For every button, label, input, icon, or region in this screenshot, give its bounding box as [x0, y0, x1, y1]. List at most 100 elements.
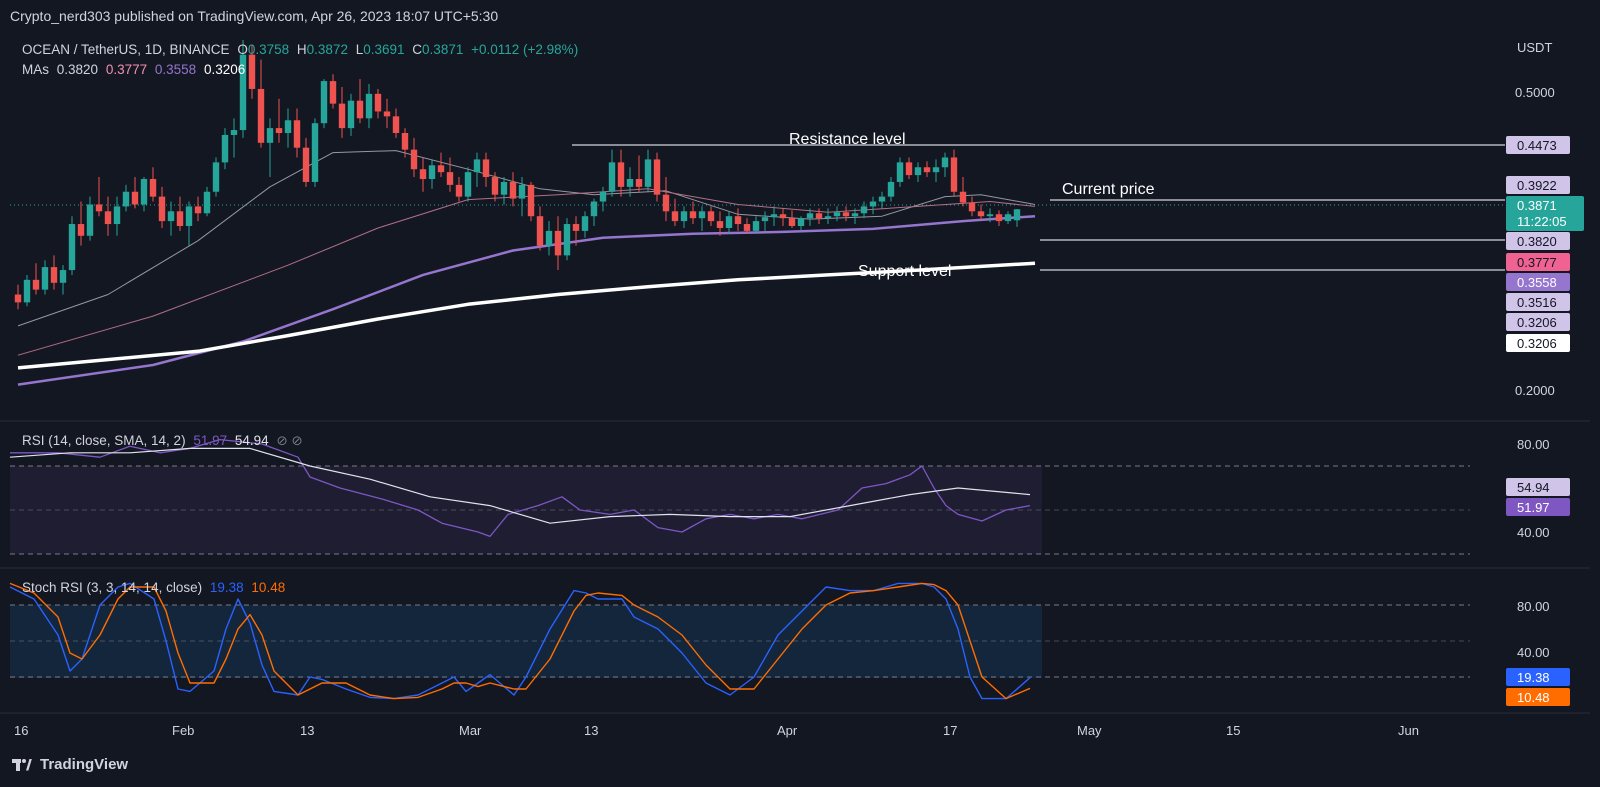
candle [788, 210, 796, 228]
svg-text:0.3922: 0.3922 [1517, 178, 1557, 193]
candle [266, 118, 274, 178]
candle [239, 40, 247, 138]
ma-label[interactable]: MAs [22, 62, 49, 77]
candle [284, 108, 292, 148]
candle [95, 177, 103, 217]
candle [437, 152, 445, 178]
close-value: 0.3871 [422, 42, 464, 57]
candle [50, 255, 58, 290]
c-label: C [412, 42, 423, 57]
svg-text:0.3206: 0.3206 [1517, 315, 1557, 330]
stoch-d-value: 10.48 [251, 580, 286, 595]
time-tick: 16 [14, 723, 28, 738]
candle [320, 79, 328, 129]
candle [230, 118, 238, 158]
candle [572, 216, 580, 246]
candle [770, 206, 778, 226]
candle [779, 208, 787, 226]
candle [977, 204, 985, 221]
ma-value-1: 0.3820 [56, 62, 99, 77]
candle [563, 218, 571, 261]
support-annotation: Support level [858, 263, 951, 280]
high-value: 0.3872 [306, 42, 348, 57]
stoch-lines [9, 582, 1031, 700]
candle [59, 265, 67, 295]
price-tick-0-5: 0.5000 [1515, 85, 1555, 100]
tradingview-logo[interactable]: TradingView [12, 756, 128, 773]
ma-value-2: 0.3777 [105, 62, 148, 77]
candle [914, 162, 922, 182]
candle [248, 44, 256, 99]
candle [338, 86, 346, 138]
candle [122, 184, 130, 212]
candle [158, 186, 166, 228]
low-value: 0.3691 [363, 42, 405, 57]
candle [545, 221, 553, 256]
candle [194, 196, 202, 222]
candle [860, 201, 868, 219]
resistance-annotation: Resistance level [789, 131, 906, 148]
candle [941, 152, 949, 178]
candle [203, 186, 211, 217]
candle [833, 206, 841, 222]
time-tick: Jun [1398, 723, 1419, 738]
candle [1013, 209, 1021, 227]
candle [752, 216, 760, 234]
rsi-lines [9, 438, 1031, 538]
candle [374, 88, 382, 119]
stoch-tick-80: 80.00 [1517, 599, 1550, 614]
candle [482, 152, 490, 187]
candle [347, 93, 355, 136]
candle [446, 157, 454, 192]
symbol-legend: OCEAN / TetherUS, 1D, BINANCE O0.3758 H0… [22, 42, 582, 57]
current-price-annotation: Current price [1062, 181, 1155, 198]
candle [1004, 211, 1012, 225]
candle [257, 59, 265, 148]
time-tick: 17 [943, 723, 957, 738]
candle [77, 201, 85, 246]
candle [302, 137, 310, 187]
ma-value-3: 0.3558 [154, 62, 197, 77]
price-tag-4473: 0.4473 [1506, 136, 1570, 154]
ma-line-3 [17, 214, 1036, 386]
candle [392, 108, 400, 138]
candles [14, 40, 1021, 310]
svg-text:54.94: 54.94 [1517, 480, 1550, 495]
tradingview-brand: TradingView [40, 756, 129, 773]
candle [851, 208, 859, 225]
candle [815, 208, 823, 225]
time-tick: 15 [1226, 723, 1240, 738]
candle [149, 167, 157, 202]
candle [725, 211, 733, 234]
candle [896, 157, 904, 187]
candle [68, 216, 76, 275]
candle [473, 152, 481, 187]
hidden-plot-icons[interactable]: ⊘ ⊘ [276, 433, 303, 448]
candle [905, 157, 913, 180]
candle [293, 108, 301, 158]
rsi-title[interactable]: RSI (14, close, SMA, 14, 2) [22, 433, 186, 448]
ma-legend: MAs 0.3820 0.3777 0.3558 0.3206 [22, 62, 249, 77]
candle [887, 177, 895, 202]
candle [410, 137, 418, 178]
candle [167, 201, 175, 236]
candle [869, 196, 877, 215]
svg-text:0.3871: 0.3871 [1517, 198, 1557, 213]
candle [419, 157, 427, 192]
svg-text:0.3516: 0.3516 [1517, 295, 1557, 310]
symbol-name[interactable]: OCEAN / TetherUS, 1D, BINANCE [22, 42, 230, 57]
candle [581, 211, 589, 238]
ma-value-4: 0.3206 [203, 62, 246, 77]
candle [842, 206, 850, 222]
candle [824, 208, 832, 225]
stoch-tick-40: 40.00 [1517, 645, 1550, 660]
candle [500, 177, 508, 205]
time-tick: Mar [459, 723, 482, 738]
price-tag-3777: 0.3777 [1506, 253, 1570, 271]
stoch-k-value: 19.38 [209, 580, 244, 595]
candle [176, 196, 184, 231]
candle [32, 263, 40, 295]
stoch-title[interactable]: Stoch RSI (3, 3, 14, 14, close) [22, 580, 203, 595]
candle [140, 177, 148, 212]
